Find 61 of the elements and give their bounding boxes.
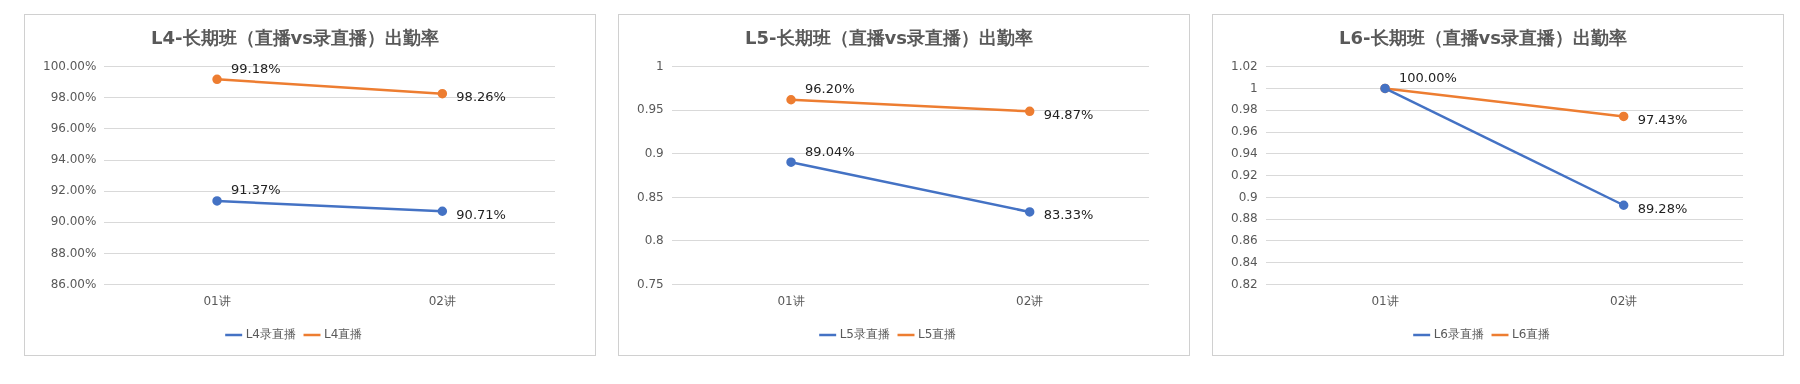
legend-label: L5直播: [918, 327, 957, 342]
point: [212, 196, 222, 206]
x-tick-label: 01讲: [203, 293, 231, 308]
legend-label: L4直播: [324, 327, 363, 342]
point: [1024, 106, 1035, 117]
data-label: 98.26%: [456, 89, 506, 105]
data-label: 91.37%: [231, 182, 281, 198]
y-tick-label: 0.92: [1231, 167, 1258, 182]
x-tick-label: 02讲: [1610, 293, 1638, 308]
y-tick-label: 96.00%: [50, 121, 97, 136]
y-tick-label: 88.00%: [50, 245, 97, 260]
y-tick-label: 0.8: [644, 233, 664, 248]
y-tick-label: 0.85: [637, 189, 664, 204]
chart-title: L6-长期班（直播vs录直播）出勤率: [1339, 27, 1627, 49]
y-tick-label: 0.95: [637, 102, 664, 117]
y-tick-label: 0.98: [1231, 102, 1258, 117]
legend-label: L6直播: [1512, 327, 1551, 342]
y-tick-label: 0.9: [644, 145, 664, 160]
data-label: 83.33%: [1043, 207, 1094, 223]
y-tick-label: 0.9: [1238, 189, 1258, 204]
point: [786, 94, 796, 105]
y-tick-label: 1: [1250, 80, 1258, 95]
legend-label: L5录直播: [839, 327, 891, 342]
y-tick-label: 100.00%: [43, 58, 97, 73]
y-tick-label: 92.00%: [50, 183, 97, 198]
y-tick-label: 0.75: [637, 276, 664, 291]
point: [786, 157, 796, 167]
data-label: 90.71%: [456, 206, 506, 222]
x-tick-label: 01讲: [777, 293, 805, 308]
chart-title: L4-长期班（直播vs录直播）出勤率: [151, 27, 439, 49]
y-tick-label: 0.84: [1231, 254, 1258, 269]
data-label: 89.28%: [1637, 200, 1688, 216]
x-tick-label: 02讲: [1016, 293, 1044, 308]
data-label: 97.43%: [1637, 111, 1688, 127]
data-label: 100.00%: [1399, 69, 1457, 85]
point: [1618, 111, 1629, 122]
y-tick-label: 1: [656, 58, 664, 73]
y-tick-label: 0.94: [1231, 145, 1258, 160]
data-label: 89.04%: [805, 143, 855, 159]
y-tick-label: 1.02: [1231, 58, 1258, 73]
y-tick-label: 98.00%: [50, 89, 97, 104]
point: [437, 206, 448, 217]
data-label: 99.18%: [231, 60, 281, 76]
data-label: 96.20%: [805, 81, 855, 97]
legend-label: L6录直播: [1433, 327, 1485, 342]
x-tick-label: 02讲: [428, 293, 456, 308]
y-tick-label: 0.86: [1231, 233, 1258, 248]
y-tick-label: 0.82: [1231, 276, 1258, 291]
y-tick-label: 0.96: [1231, 124, 1258, 139]
chart-title: L5-长期班（直播vs录直播）出勤率: [745, 27, 1033, 49]
y-tick-label: 90.00%: [50, 214, 97, 229]
data-label: 94.87%: [1043, 106, 1094, 122]
y-tick-label: 86.00%: [50, 276, 97, 291]
point: [1618, 200, 1629, 210]
y-tick-label: 94.00%: [50, 152, 97, 167]
y-tick-label: 0.88: [1231, 211, 1258, 226]
legend-label: L4录直播: [245, 327, 297, 342]
point: [212, 74, 222, 85]
point: [437, 88, 448, 99]
point: [1024, 207, 1035, 217]
x-tick-label: 01讲: [1371, 293, 1399, 308]
